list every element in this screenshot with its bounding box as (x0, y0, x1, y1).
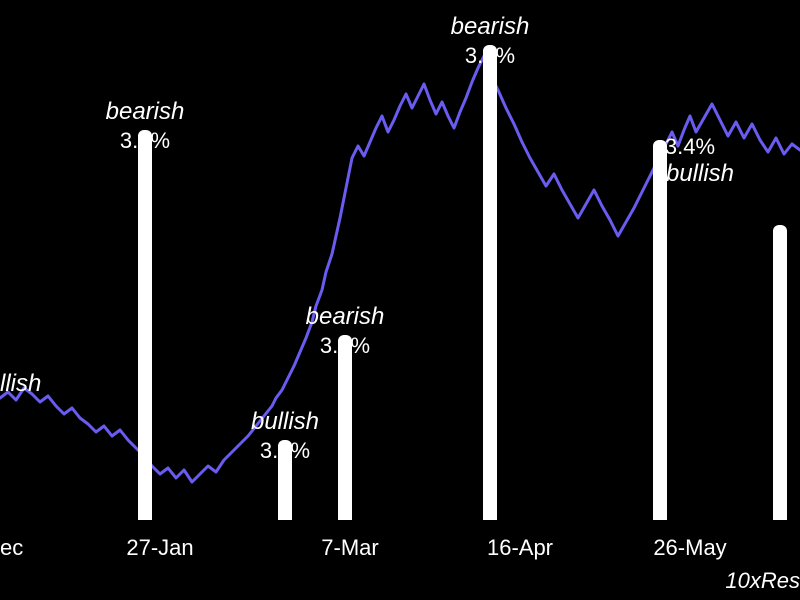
event-pct: 3.4% (120, 128, 170, 154)
sentiment-chart: bearish3.4%bullish3.1%bearish3.2%bearish… (0, 0, 800, 600)
event-bar (773, 225, 787, 520)
event-bar (653, 140, 667, 520)
event-bar (338, 335, 352, 520)
event-pct: 3.1% (260, 438, 310, 464)
watermark: 10xRes (725, 568, 800, 594)
partial-left-sentiment: llish (0, 370, 41, 398)
event-sentiment: bearish (306, 303, 385, 331)
x-tick-label: 26-May (653, 535, 726, 561)
event-pct: 3.2% (320, 333, 370, 359)
x-tick-label: 27-Jan (126, 535, 193, 561)
event-sentiment: bullish (251, 408, 319, 436)
event-sentiment: bearish (106, 98, 185, 126)
event-bar (483, 45, 497, 520)
event-pct: 3.4% (665, 134, 715, 160)
event-pct: 3.5% (465, 43, 515, 69)
price-line (0, 0, 800, 600)
x-tick-label: 16-Apr (487, 535, 553, 561)
event-bar (138, 130, 152, 520)
event-sentiment: bearish (451, 13, 530, 41)
x-tick-label: 7-Mar (321, 535, 378, 561)
event-sentiment: bullish (666, 160, 734, 188)
x-tick-label: ec (0, 535, 23, 561)
